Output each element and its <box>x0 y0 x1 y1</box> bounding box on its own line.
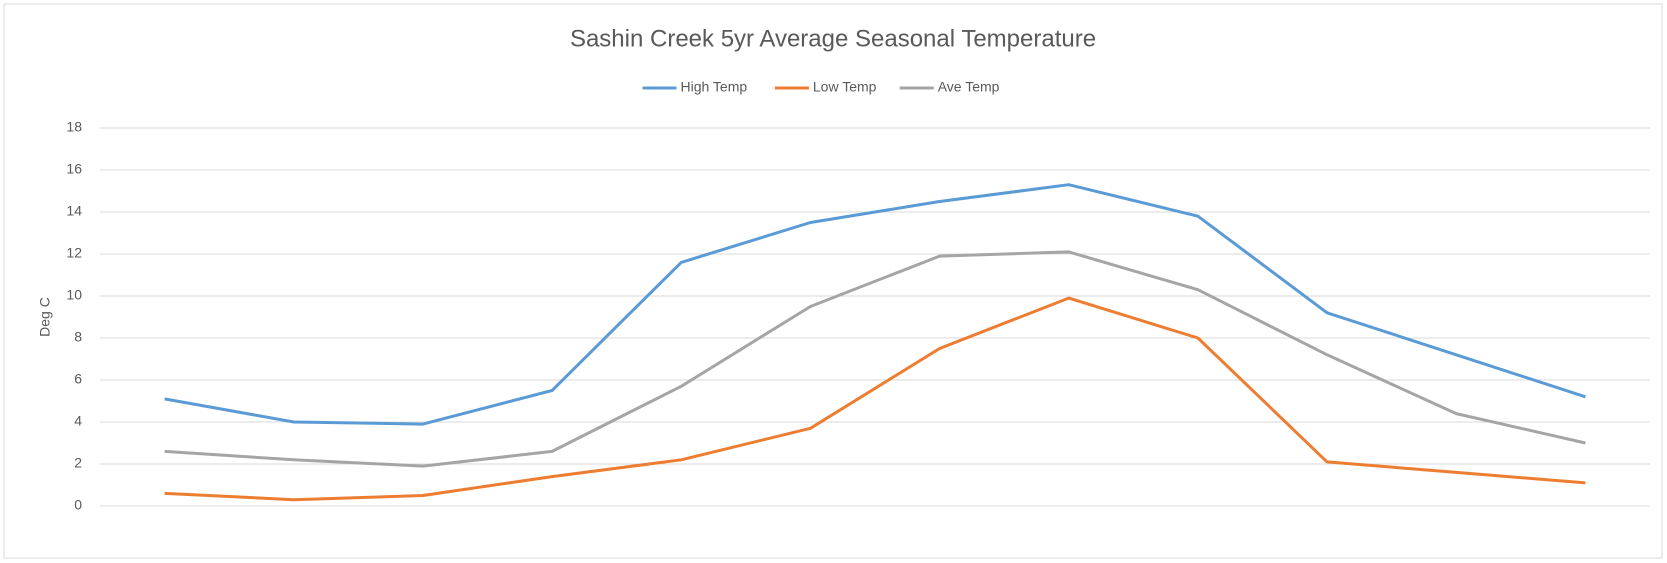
chart-title: Sashin Creek 5yr Average Seasonal Temper… <box>570 25 1096 52</box>
y-tick-label: 0 <box>74 497 82 513</box>
y-tick-label: 6 <box>74 371 82 387</box>
y-tick-label: 10 <box>66 287 82 303</box>
y-tick-label: 14 <box>66 203 82 219</box>
legend-label: Low Temp <box>813 79 877 95</box>
y-tick-label: 12 <box>66 245 82 261</box>
y-tick-label: 18 <box>66 119 82 135</box>
y-tick-label: 2 <box>74 455 82 471</box>
y-tick-label: 4 <box>74 413 82 429</box>
legend-label: Ave Temp <box>938 79 1000 95</box>
y-axis-label: Deg C <box>37 297 53 337</box>
data-line <box>164 183 1586 426</box>
y-tick-label: 8 <box>74 329 82 345</box>
data-line <box>164 296 1586 502</box>
y-tick-label: 16 <box>66 161 82 177</box>
data-line <box>164 250 1586 468</box>
legend-label: High Temp <box>681 79 748 95</box>
